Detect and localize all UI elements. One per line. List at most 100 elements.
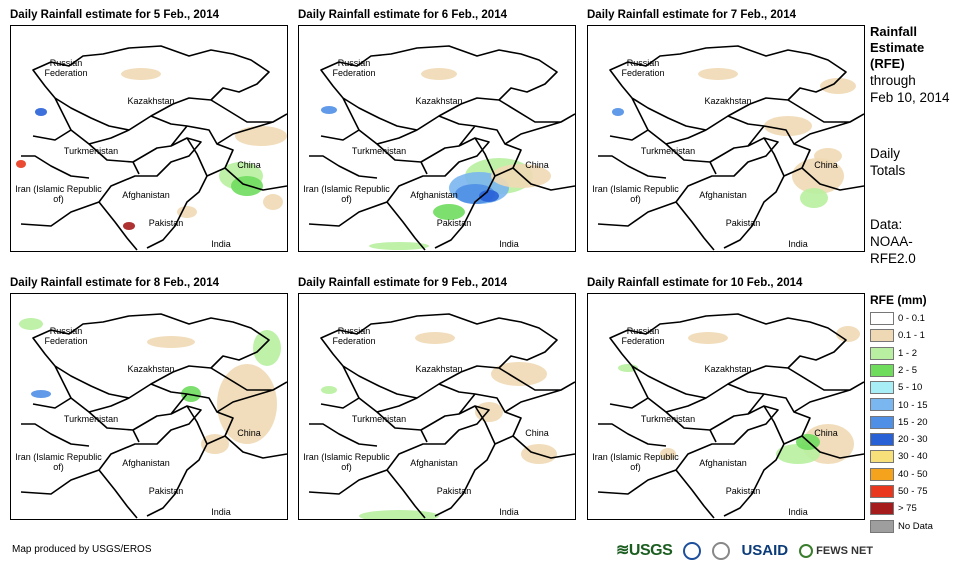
country-label-kazakhstan: Kazakhstan [415,364,463,374]
legend-item: 10 - 15 [870,398,928,413]
country-label-turkmenistan: Turkmenistan [640,414,696,424]
country-label-afghanistan: Afghanistan [699,458,747,468]
legend-swatch [870,329,894,343]
rainfall-map: Russian Federation Kazakhstan Turkmenistan… [298,25,576,252]
through-line-2: Feb 10, 2014 [870,90,950,105]
rainfall-patch [433,204,465,220]
legend-label: No Data [898,520,933,532]
country-label-afghanistan: Afghanistan [699,190,747,200]
country-borders [597,313,864,519]
country-label-iran: Iran (Islamic Republic of) [15,184,102,204]
map-panel: Daily Rainfall estimate for 8 Feb., 2014… [10,276,288,520]
country-label-turkmenistan: Turkmenistan [351,146,407,156]
legend-label: 0.1 - 1 [898,330,925,342]
map-graphic [308,45,575,251]
map-panel: Daily Rainfall estimate for 5 Feb., 2014… [10,8,288,252]
heading-line-3: (RFE) [870,56,905,71]
country-label-russia: Russian Federation [332,326,376,346]
country-label-china: China [237,428,261,438]
country-label-india: India [499,239,519,249]
rfe-heading: Rainfall Estimate (RFE) through Feb 10, … [870,24,950,106]
country-label-turkmenistan: Turkmenistan [640,146,696,156]
country-label-iran: Iran (Islamic Republic of) [592,184,679,204]
legend-swatch [870,363,894,377]
country-label-kazakhstan: Kazakhstan [704,96,752,106]
country-label-kazakhstan: Kazakhstan [127,364,175,374]
legend-swatch [870,381,894,395]
country-label-afghanistan: Afghanistan [122,458,170,468]
country-borders [308,45,575,251]
map-panel: Daily Rainfall estimate for 7 Feb., 2014… [587,8,865,252]
rainfall-patch [217,364,277,444]
rainfall-patch [800,188,828,208]
rainfall-patch [177,206,197,218]
rainfall-patch [792,158,844,194]
rainfall-patch [16,160,26,168]
rainfall-patch [19,318,43,330]
panel-title: Daily Rainfall estimate for 7 Feb., 2014 [587,9,796,21]
rainfall-patch [253,330,281,366]
rainfall-patch [612,108,624,116]
rainfall-patch [660,448,676,460]
rainfall-patch [359,510,439,519]
country-label-russia: Russian Federation [44,58,88,78]
country-label-china: China [237,160,261,170]
country-label-turkmenistan: Turkmenistan [63,146,119,156]
country-label-pakistan: Pakistan [436,486,472,496]
data-line-1: Data: [870,217,903,232]
map-panel: Daily Rainfall estimate for 9 Feb., 2014… [298,276,576,520]
rainfall-patch [479,190,499,202]
rainfall-patch [491,362,547,386]
daily-line-2: Totals [870,163,906,178]
usaid-logo: USAID [741,542,789,560]
rainfall-patch [321,106,337,114]
rainfall-patch [814,148,842,164]
legend-label: 5 - 10 [898,382,923,394]
map-graphic [19,313,287,519]
map-graphic [16,45,287,251]
legend-item: 1 - 2 [870,346,917,361]
legend-title: RFE (mm) [870,293,927,307]
legend-item: 20 - 30 [870,432,928,447]
rainfall-patch [123,222,135,230]
country-label-china: China [525,160,549,170]
legend-item: 40 - 50 [870,467,928,482]
legend-item: 15 - 20 [870,415,928,430]
legend-label: 50 - 75 [898,486,928,497]
legend-label: 10 - 15 [898,399,928,411]
panel-title: Daily Rainfall estimate for 8 Feb., 2014 [10,277,219,289]
country-label-china: China [525,428,549,438]
nasa-seal-icon [712,542,731,561]
daily-line-1: Daily [870,146,901,161]
legend-swatch [870,502,894,516]
legend-swatch [870,450,894,464]
data-line-3: RFE2.0 [870,251,916,266]
country-label-russia: Russian Federation [44,326,88,346]
legend-item: 50 - 75 [870,484,928,499]
legend-label: 0 - 0.1 [898,313,925,324]
legend-swatch [870,484,894,498]
country-label-iran: Iran (Islamic Republic of) [592,452,679,472]
map-graphic [597,313,864,519]
rainfall-patch [698,68,738,80]
country-label-afghanistan: Afghanistan [410,190,458,200]
panel-title: Daily Rainfall estimate for 6 Feb., 2014 [298,9,507,21]
legend-label: 1 - 2 [898,347,918,359]
country-label-russia: Russian Federation [621,58,665,78]
country-label-india: India [211,507,231,517]
rainfall-patch [369,242,429,250]
country-label-china: China [814,428,838,438]
legend-swatch [870,433,894,447]
legend-item: 2 - 5 [870,363,917,378]
map-panel: Daily Rainfall estimate for 10 Feb., 201… [587,276,865,520]
country-label-turkmenistan: Turkmenistan [63,414,119,424]
legend-swatch [870,467,894,481]
through-line-1: through [870,73,916,88]
legend-item: 5 - 10 [870,380,922,395]
rainfall-patch [688,332,728,344]
rainfall-patch [321,386,337,394]
legend-label: 2 - 5 [898,364,918,376]
country-label-india: India [788,239,808,249]
country-label-afghanistan: Afghanistan [122,190,170,200]
rainfall-patch [764,116,812,136]
